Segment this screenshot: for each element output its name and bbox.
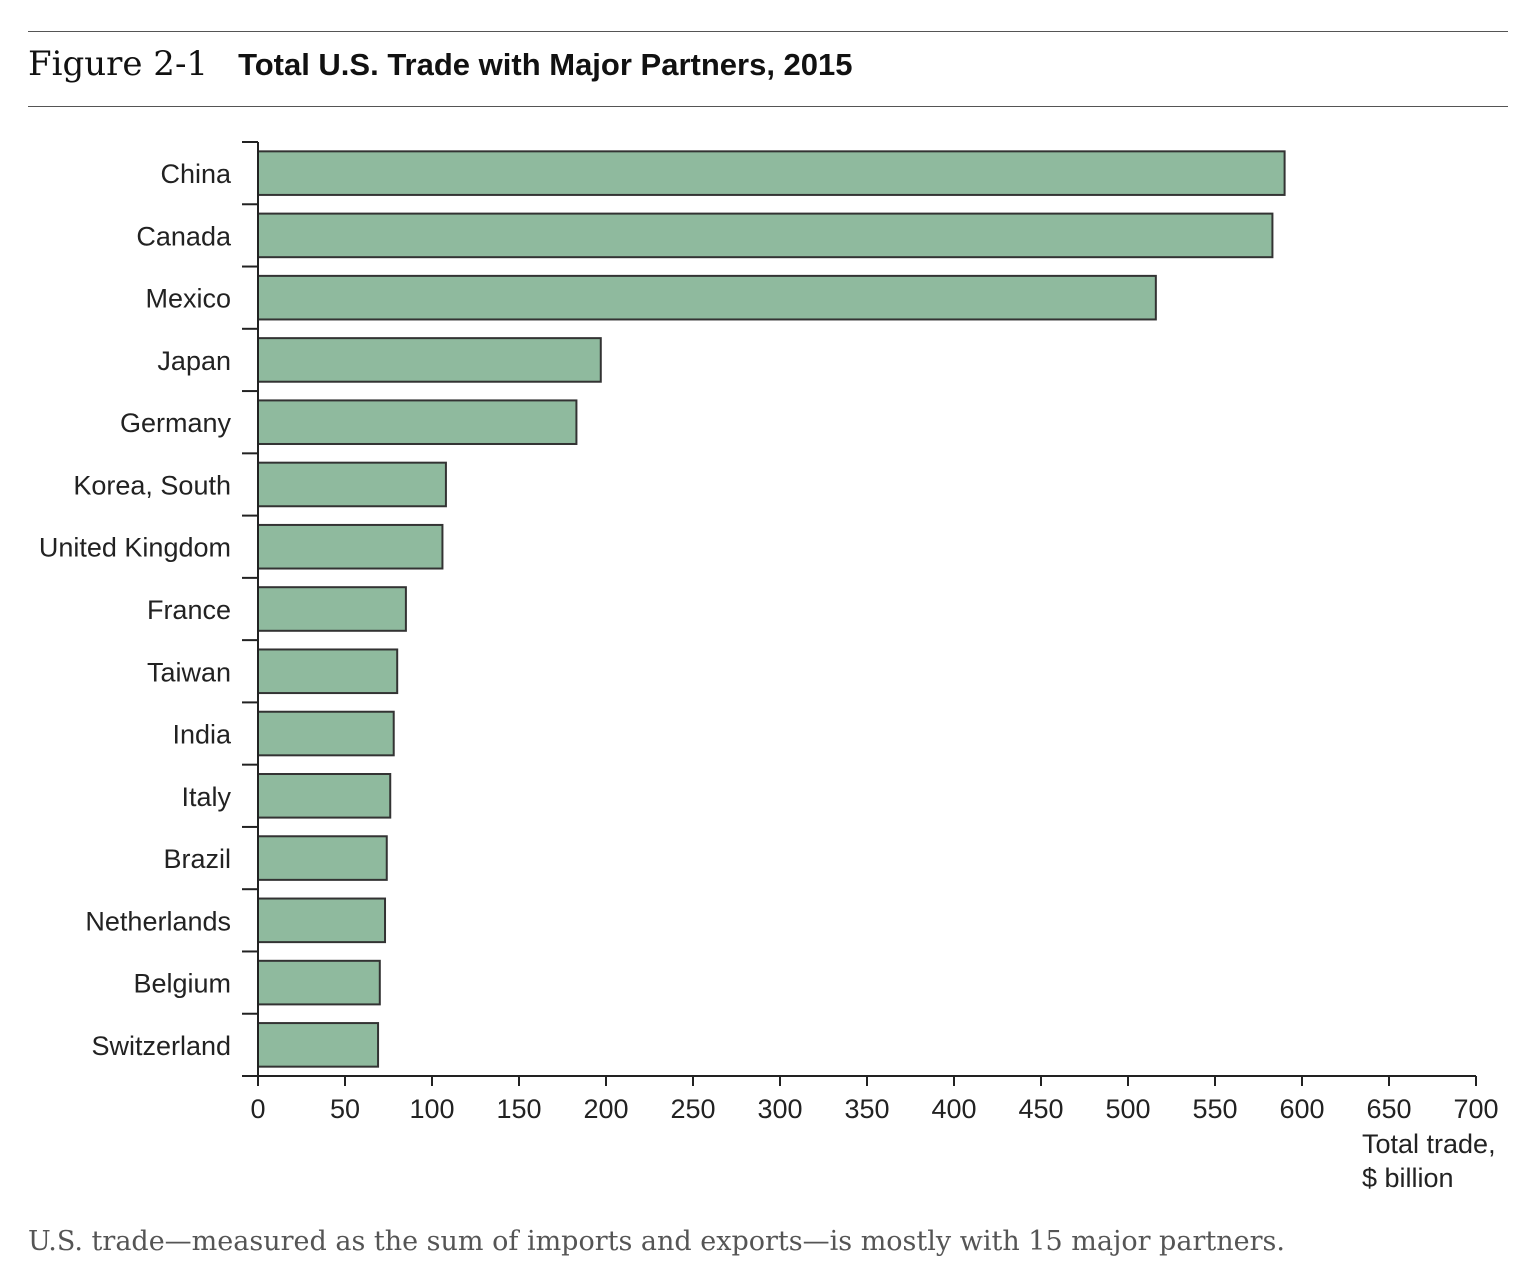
bar-brazil bbox=[257, 835, 388, 881]
bar-switzerland bbox=[257, 1022, 380, 1068]
bar-chart: China Canada Mexico Japan Germany Korea, Sout… bbox=[39, 141, 1499, 1193]
bar-korea-south bbox=[257, 461, 447, 508]
figure-caption: U.S. trade—measured as the sum of import… bbox=[28, 1226, 1285, 1257]
x-axis-title-line: Total trade, bbox=[1362, 1129, 1496, 1159]
x-tick-label: 500 bbox=[1105, 1094, 1150, 1124]
top-rule bbox=[28, 31, 1508, 32]
category-label: Japan bbox=[157, 346, 231, 376]
figure-label: Figure 2-1 bbox=[28, 44, 209, 84]
bar-japan bbox=[257, 337, 602, 383]
bar-germany bbox=[257, 399, 578, 445]
category-label: Korea, South bbox=[73, 470, 231, 500]
figure-title: Total U.S. Trade with Major Partners, 20… bbox=[238, 47, 853, 82]
category-label: China bbox=[160, 159, 232, 189]
x-tick-label: 450 bbox=[1018, 1094, 1063, 1124]
bar-netherlands bbox=[257, 897, 387, 944]
bar-italy bbox=[257, 773, 392, 819]
x-tick-label: 550 bbox=[1192, 1094, 1237, 1124]
category-label: Taiwan bbox=[147, 657, 231, 687]
x-tick-label: 400 bbox=[931, 1094, 976, 1124]
x-tick-label: 600 bbox=[1279, 1094, 1324, 1124]
x-tick-label: 300 bbox=[757, 1094, 802, 1124]
category-label: Germany bbox=[120, 408, 232, 438]
category-label: Brazil bbox=[163, 844, 231, 874]
header-rule bbox=[28, 106, 1508, 107]
x-tick-label: 0 bbox=[250, 1094, 265, 1124]
x-tick-label: 200 bbox=[583, 1094, 628, 1124]
category-label: Mexico bbox=[145, 284, 231, 314]
figure-header: Figure 2-1 Total U.S. Trade with Major P… bbox=[28, 44, 853, 94]
bar-canada bbox=[257, 212, 1274, 259]
x-axis-title-line: $ billion bbox=[1362, 1163, 1454, 1193]
bar-united-kingdom bbox=[257, 523, 444, 570]
category-label: United Kingdom bbox=[39, 533, 231, 563]
x-tick-label: 100 bbox=[409, 1094, 454, 1124]
x-tick-label: 50 bbox=[330, 1094, 360, 1124]
category-label: Belgium bbox=[133, 969, 231, 999]
bar-belgium bbox=[257, 959, 381, 1006]
x-tick-label: 250 bbox=[670, 1094, 715, 1124]
x-tick-label: 650 bbox=[1366, 1094, 1411, 1124]
category-label: France bbox=[147, 595, 231, 625]
category-label: Italy bbox=[181, 782, 231, 812]
category-label: Switzerland bbox=[91, 1031, 231, 1061]
bar-mexico bbox=[257, 274, 1157, 321]
x-tick-label: 700 bbox=[1453, 1094, 1498, 1124]
bar-france bbox=[257, 586, 407, 632]
bar-india bbox=[257, 710, 395, 757]
bar-taiwan bbox=[257, 648, 399, 695]
category-label: India bbox=[172, 720, 232, 750]
x-tick-label: 350 bbox=[844, 1094, 889, 1124]
bar-china bbox=[257, 150, 1286, 196]
category-label: Netherlands bbox=[85, 906, 231, 936]
x-tick-label: 150 bbox=[496, 1094, 541, 1124]
category-label: Canada bbox=[136, 221, 232, 251]
